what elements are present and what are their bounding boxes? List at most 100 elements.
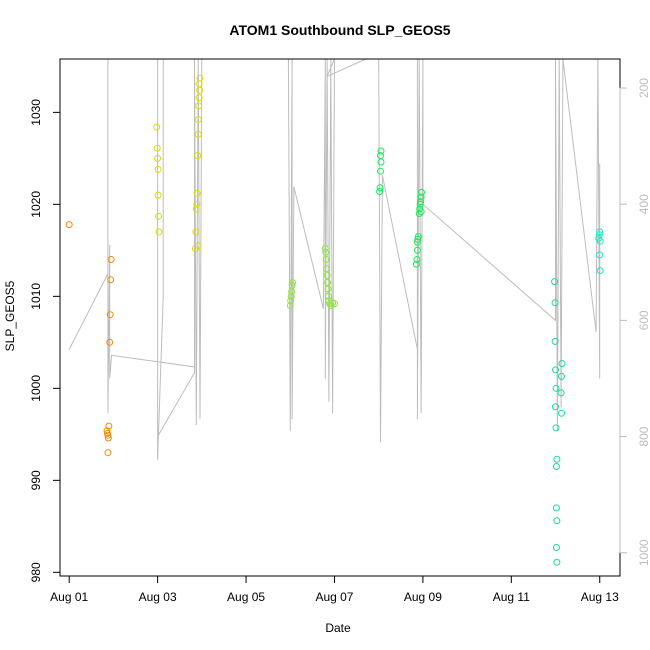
data-point xyxy=(417,198,425,206)
data-point xyxy=(414,235,422,243)
data-point xyxy=(325,292,332,300)
x-axis-title: Date xyxy=(325,621,351,635)
data-point xyxy=(153,144,161,152)
chart-title: ATOM1 Southbound SLP_GEOS5 xyxy=(229,22,450,38)
data-point xyxy=(551,299,559,307)
data-point xyxy=(193,189,201,197)
data-point xyxy=(376,184,384,192)
data-point xyxy=(286,302,294,309)
y-tick-label: 990 xyxy=(29,470,43,490)
data-point xyxy=(323,271,331,279)
data-point xyxy=(289,279,297,286)
data-point xyxy=(105,422,113,430)
data-point xyxy=(196,86,203,94)
data-point xyxy=(288,281,296,289)
data-point xyxy=(551,278,559,286)
right-tick-label: 800 xyxy=(637,426,650,446)
data-point xyxy=(552,403,559,411)
data-point xyxy=(193,200,201,208)
data-point xyxy=(377,167,384,175)
x-tick-label: Aug 09 xyxy=(404,590,442,604)
data-point xyxy=(323,265,331,273)
data-point xyxy=(194,116,202,124)
data-point xyxy=(103,427,111,435)
data-point xyxy=(324,279,332,286)
y-tick-label: 1010 xyxy=(29,283,43,310)
data-point xyxy=(552,463,560,470)
y-tick-label: 1000 xyxy=(29,375,43,402)
y-axis: 980 990 1000 1010 1020 1030 xyxy=(29,99,61,582)
y-axis-title: SLP_GEOS5 xyxy=(3,280,17,351)
profile-trace-line xyxy=(68,58,601,460)
data-point xyxy=(104,434,112,442)
right-tick-label: 600 xyxy=(637,310,650,330)
data-point xyxy=(195,94,203,102)
data-point xyxy=(417,208,425,216)
data-point xyxy=(192,228,200,236)
data-point xyxy=(596,237,604,245)
data-point xyxy=(153,123,161,131)
data-point xyxy=(553,558,561,566)
data-point xyxy=(324,285,332,293)
data-point xyxy=(377,147,385,155)
data-point xyxy=(104,449,112,457)
data-points-layer xyxy=(65,74,604,566)
data-point xyxy=(552,504,560,512)
data-point xyxy=(595,231,603,239)
data-point xyxy=(194,130,202,138)
data-point xyxy=(154,165,162,173)
data-point xyxy=(322,256,330,263)
x-tick-label: Aug 03 xyxy=(139,590,177,604)
right-tick-label: 1000 xyxy=(637,539,650,566)
data-point xyxy=(377,152,384,160)
data-point xyxy=(558,360,566,367)
data-point xyxy=(106,338,114,346)
data-point xyxy=(596,267,604,275)
data-point xyxy=(412,260,420,268)
data-point xyxy=(596,228,604,236)
right-tick-label: 200 xyxy=(637,78,650,98)
x-tick-label: Aug 01 xyxy=(50,590,88,604)
data-point xyxy=(376,188,384,195)
y-tick-label: 980 xyxy=(29,562,43,582)
right-axis: 200 400 600 800 1000 xyxy=(619,78,650,566)
plot-frame xyxy=(59,58,621,577)
data-point xyxy=(558,372,565,380)
x-tick-label: Aug 07 xyxy=(315,590,353,604)
data-point xyxy=(65,221,73,229)
x-tick-label: Aug 05 xyxy=(227,590,265,604)
data-point xyxy=(415,210,423,217)
y-tick-label: 1030 xyxy=(29,99,43,126)
data-point xyxy=(195,102,203,110)
data-point xyxy=(418,188,425,196)
data-point xyxy=(194,152,202,160)
x-tick-label: Aug 13 xyxy=(581,590,619,604)
y-tick-label: 1020 xyxy=(29,191,43,218)
data-point xyxy=(416,200,424,208)
data-point xyxy=(155,212,163,220)
data-point xyxy=(287,292,295,300)
data-point xyxy=(414,233,422,240)
data-point xyxy=(154,191,162,199)
data-point xyxy=(557,389,565,397)
data-point xyxy=(413,246,421,254)
x-axis: Aug 01 Aug 03 Aug 05 Aug 07 Aug 09 Aug 11 Aug … xyxy=(50,575,619,604)
data-point xyxy=(321,245,329,252)
data-point xyxy=(194,242,202,250)
data-point xyxy=(552,366,559,374)
data-point xyxy=(287,297,295,305)
data-point xyxy=(107,256,115,263)
data-point xyxy=(551,337,559,345)
data-point xyxy=(104,431,112,439)
data-point xyxy=(413,256,421,263)
data-point xyxy=(331,300,338,308)
right-tick-label: 400 xyxy=(637,194,650,214)
data-point xyxy=(154,154,162,162)
data-point xyxy=(553,455,561,463)
data-point xyxy=(596,251,604,259)
data-point xyxy=(552,384,560,392)
data-point xyxy=(196,74,204,82)
data-point xyxy=(417,193,425,201)
data-point xyxy=(322,248,330,256)
